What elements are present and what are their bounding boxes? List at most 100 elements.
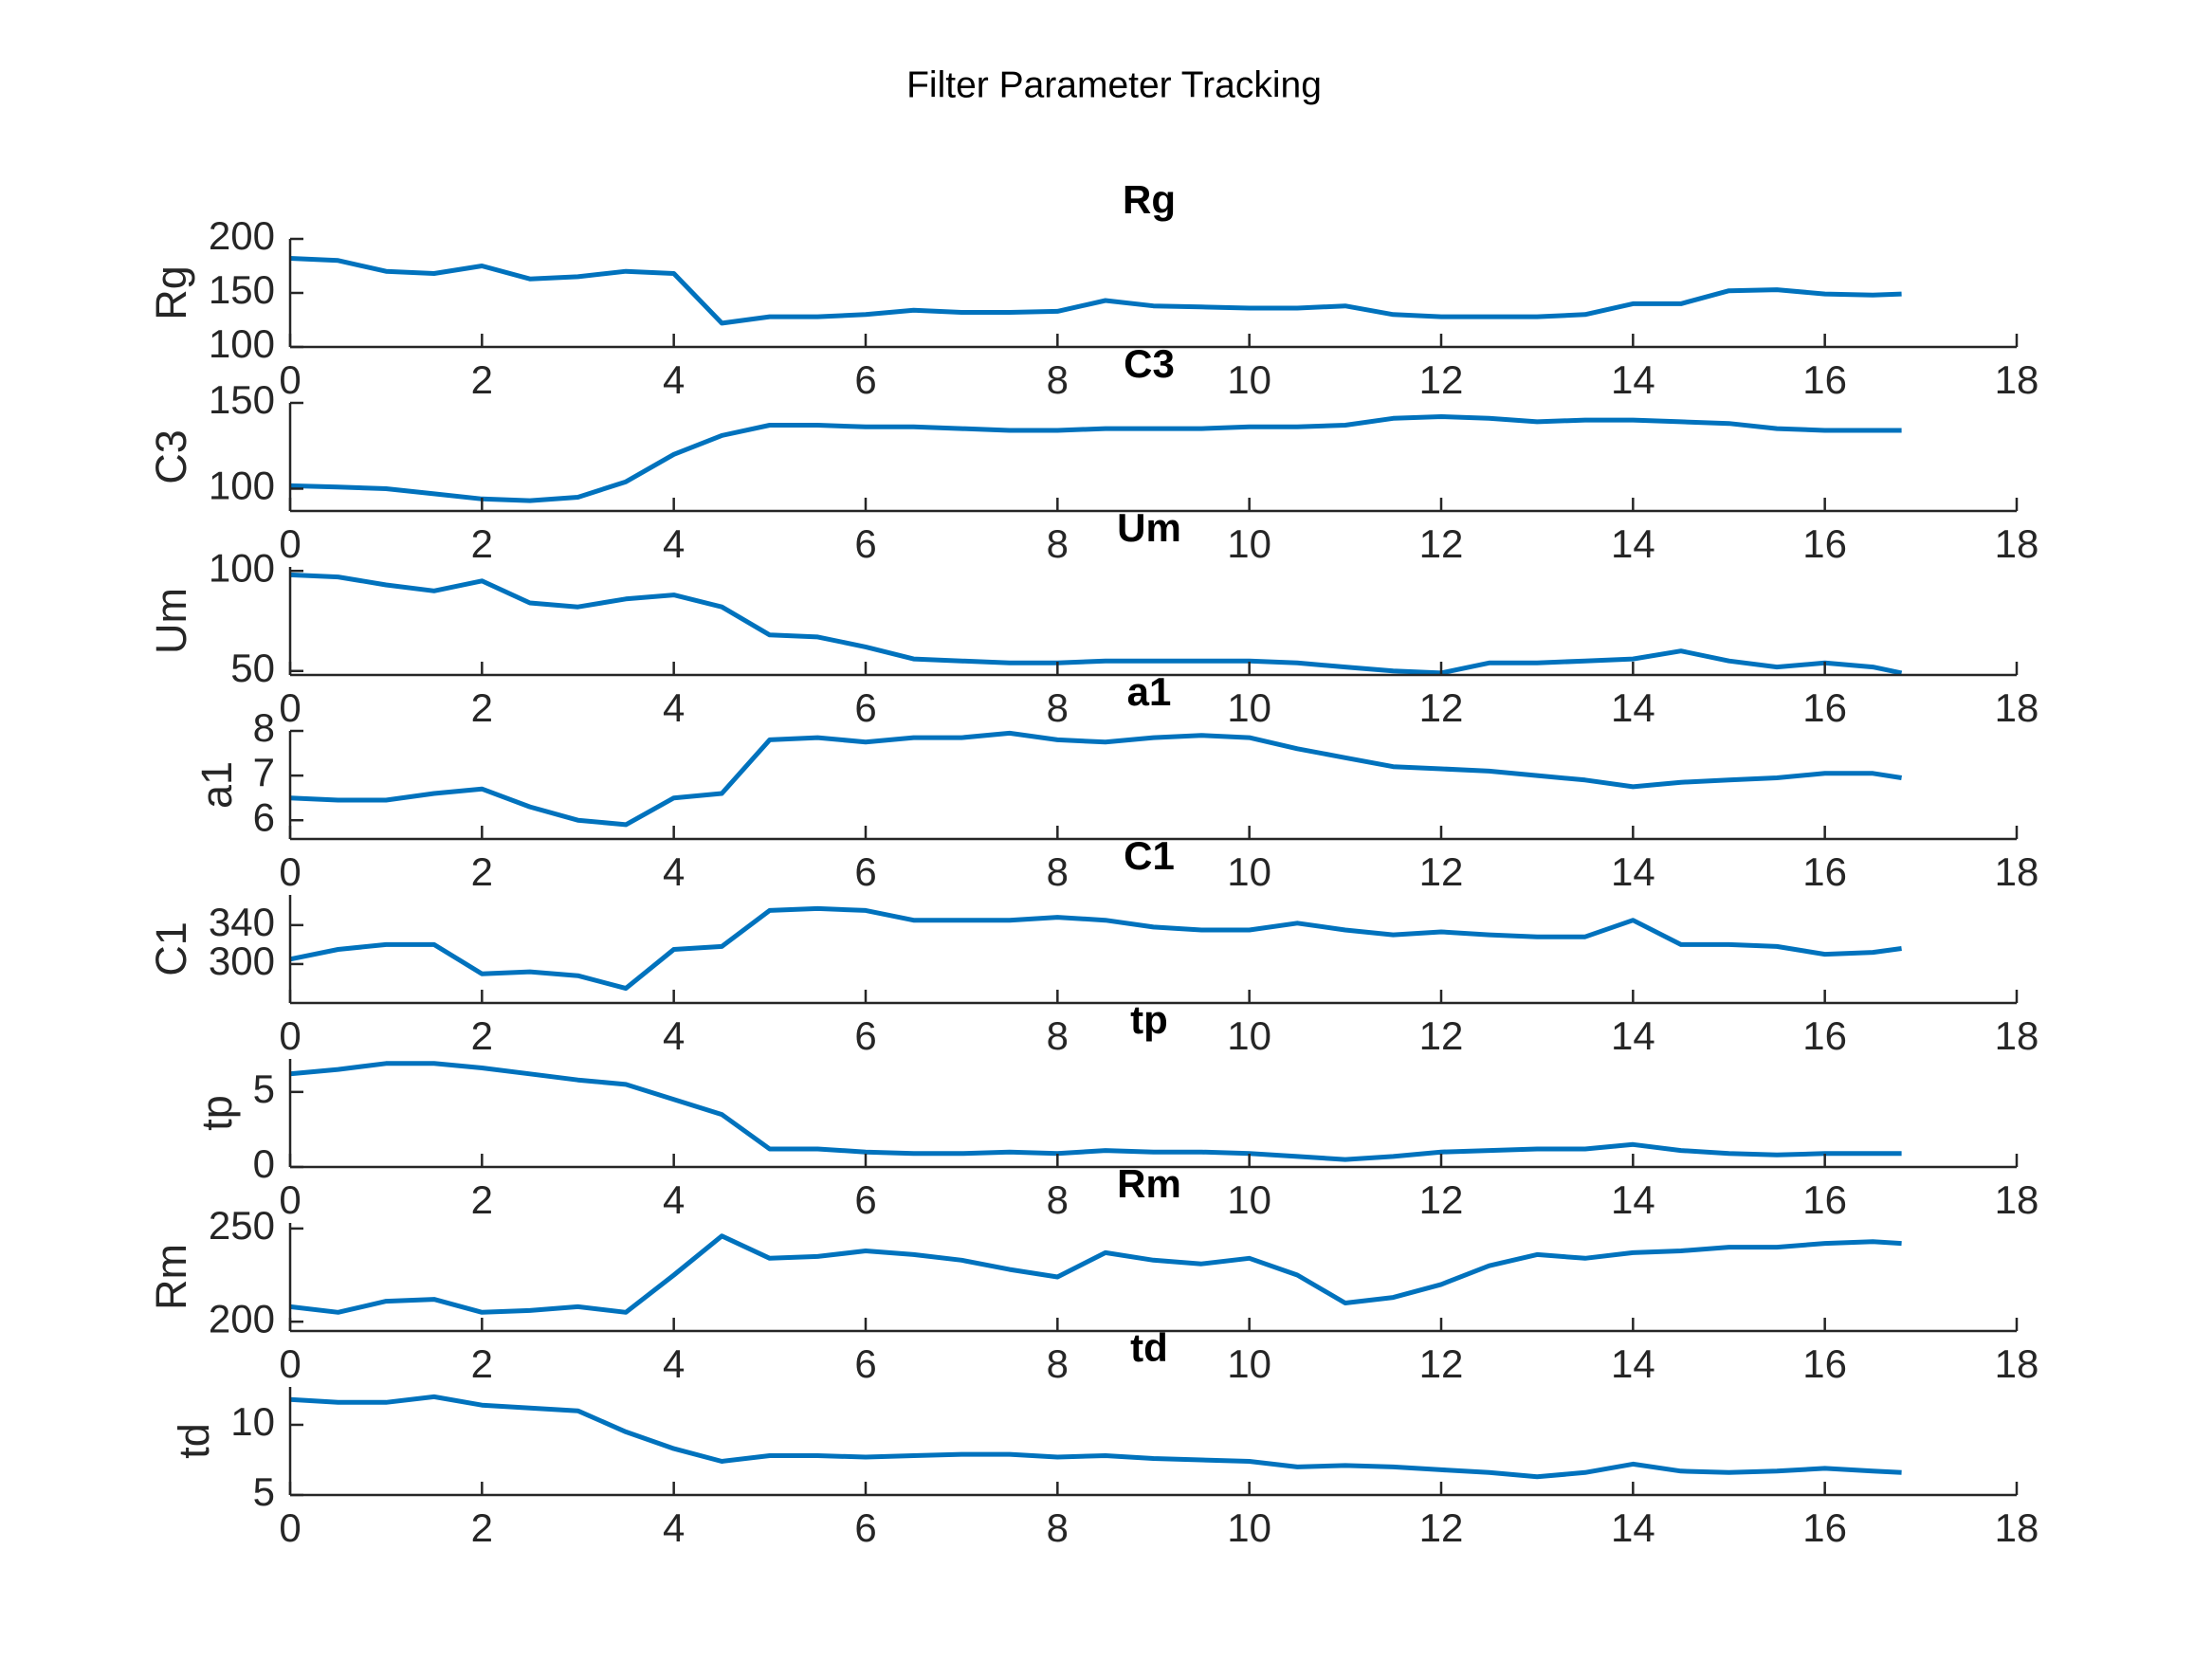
x-tick-label: 10	[1227, 357, 1271, 402]
x-tick-label: 4	[663, 1177, 685, 1222]
y-tick-label: 10	[230, 1399, 275, 1444]
y-axis-label: td	[170, 1423, 218, 1459]
x-tick-label: 0	[279, 685, 301, 730]
y-tick-label: 100	[209, 464, 275, 508]
x-tick-label: 8	[1047, 1505, 1069, 1550]
x-tick-label: 8	[1047, 1177, 1069, 1222]
y-axis-label: Rg	[147, 265, 195, 320]
x-tick-label: 10	[1227, 1177, 1271, 1222]
y-axis-label: C1	[147, 921, 195, 976]
x-tick-label: 6	[854, 1341, 876, 1386]
axes-background	[290, 731, 2017, 839]
subplot-title: td	[1130, 1325, 1168, 1370]
x-tick-label: 0	[279, 1505, 301, 1550]
axes-background	[290, 239, 2017, 347]
x-tick-label: 4	[663, 1341, 685, 1386]
x-tick-label: 4	[663, 521, 685, 566]
subplot: 0 2 4 6 8 10 12 14 16 18 200 250 Rm Rm	[147, 1161, 2038, 1386]
figure-title: Filter Parameter Tracking	[906, 64, 1322, 105]
x-tick-label: 6	[854, 357, 876, 402]
x-tick-label: 2	[471, 1505, 493, 1550]
y-tick-label: 5	[253, 1066, 275, 1111]
x-tick-label: 12	[1419, 1341, 1464, 1386]
x-tick-label: 16	[1802, 1505, 1847, 1550]
x-tick-label: 2	[471, 1013, 493, 1058]
x-tick-label: 16	[1802, 1013, 1847, 1058]
y-axis-label: tp	[192, 1095, 241, 1131]
axes-background	[290, 895, 2017, 1003]
x-tick-label: 0	[279, 849, 301, 894]
x-tick-label: 18	[1995, 1505, 2039, 1550]
x-tick-label: 0	[279, 1013, 301, 1058]
x-tick-label: 16	[1802, 849, 1847, 894]
x-tick-label: 0	[279, 1177, 301, 1222]
x-tick-label: 0	[279, 357, 301, 402]
x-tick-label: 12	[1419, 1505, 1464, 1550]
x-tick-label: 18	[1995, 357, 2039, 402]
x-tick-label: 8	[1047, 357, 1069, 402]
x-tick-label: 10	[1227, 521, 1271, 566]
x-tick-label: 6	[854, 849, 876, 894]
x-tick-label: 14	[1611, 1341, 1655, 1386]
x-tick-label: 14	[1611, 1505, 1655, 1550]
x-tick-label: 18	[1995, 1341, 2039, 1386]
subplot-title: tp	[1130, 997, 1168, 1042]
x-tick-label: 12	[1419, 849, 1464, 894]
axes-background	[290, 1223, 2017, 1331]
x-tick-label: 2	[471, 685, 493, 730]
x-tick-label: 16	[1802, 685, 1847, 730]
x-tick-label: 4	[663, 1505, 685, 1550]
x-tick-label: 16	[1802, 357, 1847, 402]
x-tick-label: 6	[854, 1013, 876, 1058]
x-tick-label: 2	[471, 357, 493, 402]
data-line	[289, 1233, 1902, 1315]
data-line	[289, 256, 1902, 326]
x-tick-label: 12	[1419, 521, 1464, 566]
data-line	[289, 1061, 1902, 1162]
y-tick-label: 7	[253, 750, 275, 794]
x-tick-label: 2	[471, 1341, 493, 1386]
x-tick-label: 6	[854, 521, 876, 566]
x-tick-label: 8	[1047, 849, 1069, 894]
x-tick-label: 6	[854, 685, 876, 730]
x-tick-label: 4	[663, 1013, 685, 1058]
x-tick-label: 0	[279, 521, 301, 566]
axes-background	[290, 567, 2017, 675]
x-tick-label: 10	[1227, 1505, 1271, 1550]
data-line	[289, 730, 1902, 828]
axes-background	[290, 1059, 2017, 1167]
subplot-title: C3	[1124, 341, 1175, 386]
x-tick-label: 16	[1802, 1341, 1847, 1386]
y-tick-label: 100	[209, 545, 275, 590]
y-tick-label: 0	[253, 1141, 275, 1186]
subplot-title: a1	[1127, 669, 1172, 714]
axes-background	[290, 1387, 2017, 1495]
x-tick-label: 4	[663, 849, 685, 894]
x-tick-label: 10	[1227, 1341, 1271, 1386]
x-tick-label: 10	[1227, 685, 1271, 730]
data-line	[289, 905, 1902, 992]
subplot-title: Rm	[1117, 1161, 1181, 1206]
y-tick-label: 6	[253, 794, 275, 839]
x-tick-label: 18	[1995, 1177, 2039, 1222]
y-tick-label: 250	[209, 1203, 275, 1248]
x-tick-label: 14	[1611, 685, 1655, 730]
x-tick-label: 4	[663, 357, 685, 402]
subplot-title: Um	[1117, 505, 1181, 550]
x-tick-label: 16	[1802, 521, 1847, 566]
x-tick-label: 18	[1995, 521, 2039, 566]
y-axis-label: C3	[147, 429, 195, 484]
y-tick-label: 340	[209, 900, 275, 944]
y-axis-label: a1	[192, 761, 241, 809]
data-line	[289, 572, 1903, 676]
data-line	[289, 414, 1902, 503]
x-tick-label: 14	[1611, 521, 1655, 566]
x-tick-label: 10	[1227, 849, 1271, 894]
x-tick-label: 0	[279, 1341, 301, 1386]
x-tick-label: 12	[1419, 1177, 1464, 1222]
y-axis-label: Um	[147, 588, 195, 654]
